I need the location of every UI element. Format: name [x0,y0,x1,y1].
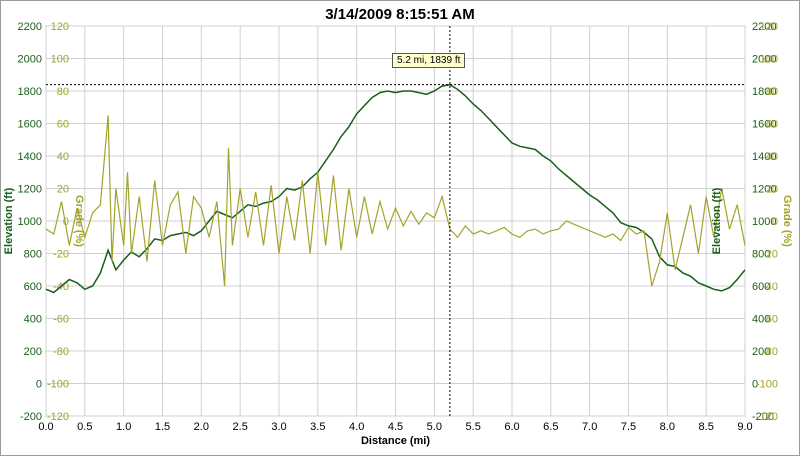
y-tick-label-left: 1000 [18,216,42,228]
x-tick-label: 5.0 [427,421,442,433]
y2-tick-label-left: 60 [57,119,69,131]
y-tick-label-right: 1800 [752,86,776,98]
x-tick-label: 3.0 [271,421,286,433]
y-tick-label-left: 1400 [18,151,42,163]
x-tick-label: 2.5 [233,421,248,433]
y-tick-label-left: 2200 [18,21,42,33]
y2-tick-label-right: -100 [756,379,778,391]
x-tick-label: 6.5 [543,421,558,433]
y2-tick-label-left: -20 [53,249,69,261]
y2-tick-label-right: -120 [756,411,778,423]
x-tick-label: 4.5 [388,421,403,433]
y2-tick-label-left: -80 [53,346,69,358]
y-tick-label-right: 1200 [752,184,776,196]
y2-tick-label-right: -40 [762,281,778,293]
y-tick-label-left: 2000 [18,54,42,66]
y2-tick-label-right: 20 [766,184,778,196]
x-tick-label: 9.0 [737,421,752,433]
y2-axis-label-left: Grade (%) [73,195,85,247]
y2-tick-label-left: -100 [47,379,69,391]
y-tick-label-left: 600 [24,281,42,293]
y-tick-label-right: 600 [752,281,770,293]
tick-labels: 0.0 0.5 1.0 1.5 2.0 2.5 3.0 3.5 4.0 4.5 5.0 5.5 6.0 6… [18,21,778,433]
x-tick-label: 4.0 [349,421,364,433]
x-tick-label: 0.0 [38,421,53,433]
y-tick-label-left: 1800 [18,86,42,98]
y2-tick-label-right: -20 [762,249,778,261]
y-tick-label-left: 400 [24,314,42,326]
y-tick-label-right: 1600 [752,119,776,131]
y2-tick-label-right: 80 [766,86,778,98]
y2-tick-label-right: -80 [762,346,778,358]
y-tick-label-right: 800 [752,249,770,261]
grade-series-line [45,115,746,287]
crosshair [46,26,745,416]
y-tick-label-right: -200 [752,411,774,423]
y2-tick-label-left: -120 [47,411,69,423]
y-axis-label-left: Elevation (ft) [3,187,15,254]
y-tick-label-right: 400 [752,314,770,326]
y-tick-label-right: 1400 [752,151,776,163]
y-tick-label-left: 200 [24,346,42,358]
x-tick-label: 1.5 [155,421,170,433]
x-tick-label: 6.0 [504,421,519,433]
chart-title: 3/14/2009 8:15:51 AM [325,6,475,23]
x-tick-label: 5.5 [466,421,481,433]
y2-tick-label-right: 0 [772,216,778,228]
y-tick-label-right: 2200 [752,21,776,33]
y2-tick-label-left: 100 [51,54,69,66]
y2-tick-label-right: 120 [760,21,778,33]
y-tick-label-left: -200 [20,411,42,423]
y2-tick-label-left: 40 [57,151,69,163]
y-tick-label-left: 1200 [18,184,42,196]
x-tick-label: 1.0 [116,421,131,433]
y2-tick-label-left: 20 [57,184,69,196]
x-tick-label: 0.5 [77,421,92,433]
grid-lines [45,25,746,417]
y2-tick-label-right: 60 [766,119,778,131]
series-lines [45,83,746,294]
y-tick-label-left: 0 [36,379,42,391]
y-tick-label-left: 1600 [18,119,42,131]
x-tick-label: 3.5 [310,421,325,433]
x-tick-label: 7.5 [621,421,636,433]
x-tick-label: 8.0 [660,421,675,433]
y2-tick-label-left: 120 [51,21,69,33]
y2-tick-label-right: 40 [766,151,778,163]
y-tick-label-right: 1000 [752,216,776,228]
x-tick-label: 2.0 [194,421,209,433]
y2-tick-label-right: -60 [762,314,778,326]
y-tick-label-left: 800 [24,249,42,261]
y2-tick-label-left: -60 [53,314,69,326]
y-axis-label-right: Elevation (ft) [711,187,723,254]
x-tick-label: 7.0 [582,421,597,433]
y-tick-label-right: 2000 [752,54,776,66]
y2-tick-label-left: 0 [63,216,69,228]
crosshair-tooltip: 5.2 mi, 1839 ft [392,53,466,68]
y-tick-label-right: 200 [752,346,770,358]
y-tick-label-right: 0 [752,379,758,391]
y2-tick-label-left: 80 [57,86,69,98]
y2-tick-label-right: 100 [760,54,778,66]
x-axis-label: Distance (mi) [361,435,430,447]
y2-axis-label-right: Grade (%) [781,195,793,247]
x-tick-label: 8.5 [699,421,714,433]
